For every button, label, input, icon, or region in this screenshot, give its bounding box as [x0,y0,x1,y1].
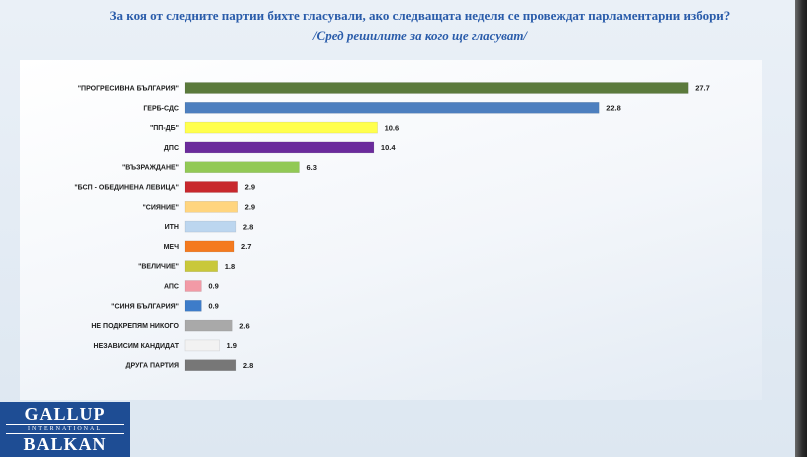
category-label: АПС [164,284,179,291]
bar [184,101,600,114]
bar-row: "СИНЯ БЪЛГАРИЯ" 0.9 [111,300,219,312]
bar-row: "ВЪЗРАЖДАНЕ" 6.3 [122,161,317,173]
logo-gallup-text: GALLUP [24,404,106,424]
bar [184,141,375,154]
category-label: НЕ ПОДКРЕПЯМ НИКОГО [91,323,179,330]
bar-row: МЕЧ 2.7 [164,240,251,253]
category-label: МЕЧ [164,244,180,251]
bar [184,161,300,173]
value-label: 0.9 [208,302,218,311]
category-label: "ВЪЗРАЖДАНЕ" [122,165,179,172]
value-label: 2.9 [245,203,255,212]
category-label: ДПС [164,145,179,152]
value-label: 2.8 [243,361,253,370]
chart-title: За коя от следните партии бихте гласувал… [109,8,731,23]
category-label: ИТН [165,224,179,231]
bar-row: "ПРОГРЕСИВНА БЪЛГАРИЯ" 27.7 [78,82,710,94]
bar [184,201,238,213]
value-label: 22.8 [606,104,621,113]
value-label: 2.6 [239,321,249,330]
category-label: "БСП - ОБЕДИНЕНА ЛЕВИЦА" [74,185,179,192]
bar [184,240,235,253]
category-label: НЕЗАВИСИМ КАНДИДАТ [94,343,180,350]
gallup-logo: GALLUP INTERNATIONAL BALKAN [0,402,130,457]
bar [184,181,238,193]
bar-row: "СИЯНИЕ" 2.9 [142,201,255,213]
value-label: 10.6 [385,123,400,132]
value-label: 2.9 [245,183,255,192]
logo-balkan-text: BALKAN [23,434,107,454]
bar-row: ДПС 10.4 [164,141,396,154]
bar [184,339,220,352]
bar [184,220,237,233]
category-label: "ПП-ДБ" [150,125,179,132]
bar-row: ИТН 2.8 [165,220,253,233]
category-label: "ПРОГРЕСИВНА БЪЛГАРИЯ" [78,86,179,93]
category-label: "СИЯНИЕ" [142,204,179,211]
bar-row: "ВЕЛИЧИЕ" 1.8 [138,260,235,272]
value-label: 0.9 [208,282,218,291]
screen-bezel [795,0,807,457]
category-label: "СИНЯ БЪЛГАРИЯ" [111,303,179,310]
bar-chart: "ПРОГРЕСИВНА БЪЛГАРИЯ" 27.7 ГЕРБ-СДС 22.8 "П… [74,82,710,372]
bar [184,260,219,272]
bar [184,300,202,312]
bar-row: "БСП - ОБЕДИНЕНА ЛЕВИЦА" 2.9 [74,181,255,193]
category-label: ДРУГА ПАРТИЯ [126,363,179,370]
bar [184,359,237,372]
chart-panel: "ПРОГРЕСИВНА БЪЛГАРИЯ" 27.7 ГЕРБ-СДС 22.8 "П… [20,60,762,400]
category-label: "ВЕЛИЧИЕ" [138,264,179,271]
value-label: 10.4 [381,143,396,152]
bar [184,82,689,94]
chart-subtitle: /Сред решилите за кого ще гласуват/ [312,28,528,43]
bar-row: "ПП-ДБ" 10.6 [150,121,400,134]
value-label: 2.8 [243,222,253,231]
bar [184,319,233,332]
value-label: 1.8 [225,262,235,271]
value-label: 2.7 [241,242,251,251]
value-label: 6.3 [306,163,316,172]
bar-row: АПС 0.9 [164,280,219,292]
bar [184,280,202,292]
bar-row: НЕЗАВИСИМ КАНДИДАТ 1.9 [94,339,237,352]
category-label: ГЕРБ-СДС [143,105,179,112]
bar-row: ГЕРБ-СДС 22.8 [143,101,621,114]
value-label: 1.9 [227,341,237,350]
bar [184,121,378,134]
bar-row: НЕ ПОДКРЕПЯМ НИКОГО 2.6 [91,319,250,332]
logo-international-text: INTERNATIONAL [6,424,124,434]
value-label: 27.7 [695,84,710,93]
bar-row: ДРУГА ПАРТИЯ 2.8 [126,359,253,372]
